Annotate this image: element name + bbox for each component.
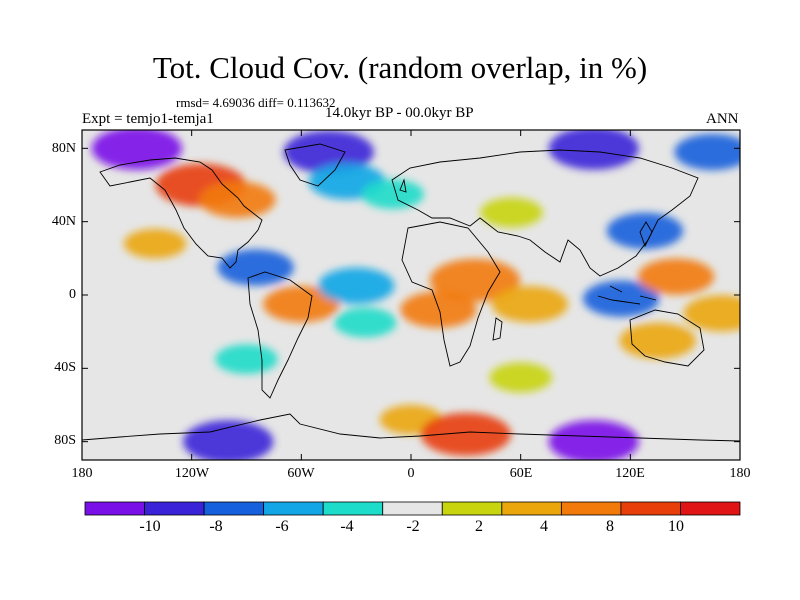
region-atlantic-itcz	[317, 267, 395, 304]
plot-title: Tot. Cloud Cov. (random overlap, in %)	[152, 50, 648, 85]
colorbar-label-m4: -4	[340, 518, 354, 535]
region-eurasia-yellow	[480, 197, 543, 228]
lon-label-60e: 60E	[509, 466, 533, 481]
colorbar-label-m2: -2	[406, 518, 420, 535]
lon-label-60w: 60W	[287, 466, 315, 481]
cloud-anomaly-field	[91, 130, 740, 460]
region-east-africa	[429, 258, 521, 302]
colorbar-label-2: 2	[475, 518, 483, 535]
colorbar-swatch-7	[501, 501, 562, 516]
period-label: 14.0kyr BP - 00.0kyr BP	[325, 105, 474, 121]
lat-label-40n: 40N	[51, 214, 76, 229]
lon-label-0: 0	[407, 466, 415, 481]
lon-label-120w: 120W	[174, 466, 210, 481]
colorbar-label-m8: -8	[209, 518, 223, 535]
region-central-america-blue	[217, 249, 294, 286]
colorbar-label-10: 10	[668, 518, 684, 535]
region-indian-ocean	[491, 286, 569, 323]
rmsd-diff-stats: rmsd= 4.69036 diff= 0.113632	[176, 95, 336, 110]
lon-label-180e: 180	[729, 466, 751, 481]
region-north-atlantic-cyan	[361, 179, 424, 210]
colorbar-label-4: 4	[540, 518, 548, 535]
region-east-asia-blue	[606, 212, 684, 249]
colorbar-swatch-10	[680, 501, 741, 516]
region-indonesia	[582, 280, 660, 317]
colorbar-swatch-5	[382, 501, 443, 516]
colorbar-swatch-8	[560, 501, 622, 516]
colorbar-swatch-3	[263, 501, 324, 516]
colorbar-swatch-4	[322, 501, 384, 516]
colorbar-label-m6: -6	[275, 518, 289, 535]
region-southern-ocean-blue	[215, 344, 278, 375]
lon-label-120e: 120E	[615, 466, 645, 481]
region-antarctica-east	[548, 420, 639, 460]
colorbar-swatch-9	[620, 501, 681, 516]
colorbar-label-8: 8	[606, 518, 614, 535]
lat-label-0: 0	[69, 287, 76, 302]
lon-label-180w: 180	[71, 466, 93, 481]
colorbar-swatch-2	[203, 501, 265, 516]
lat-label-40s: 40S	[54, 360, 76, 375]
colorbar-label-m10: -10	[139, 518, 161, 535]
lat-label-80s: 80S	[54, 433, 76, 448]
region-antarctica-west	[183, 420, 274, 460]
season-label: ANN	[706, 111, 739, 127]
region-southern-ocean-yellow	[489, 362, 552, 393]
region-central-africa	[400, 291, 477, 328]
lat-label-80n: 80N	[51, 141, 76, 156]
region-north-pacific-orange	[199, 181, 276, 218]
region-south-atlantic-cyan	[334, 307, 397, 338]
experiment-label: Expt = temjo1-temja1	[82, 111, 214, 127]
region-arctic-west	[91, 130, 182, 170]
colorbar-swatch-1	[144, 501, 205, 516]
region-arctic-siberia	[548, 130, 639, 170]
region-south-pacific-orange	[683, 295, 740, 332]
region-tropical-pacific-east	[123, 228, 187, 259]
colorbar-swatch-6	[441, 501, 503, 516]
region-arctic-east	[674, 133, 740, 171]
coastlines	[82, 143, 740, 442]
region-arctic-greenland	[283, 130, 374, 174]
region-western-pacific	[637, 258, 715, 295]
region-antarctica-coast	[420, 412, 511, 456]
colorbar-swatch-0	[84, 501, 145, 516]
region-amazon	[263, 286, 340, 323]
